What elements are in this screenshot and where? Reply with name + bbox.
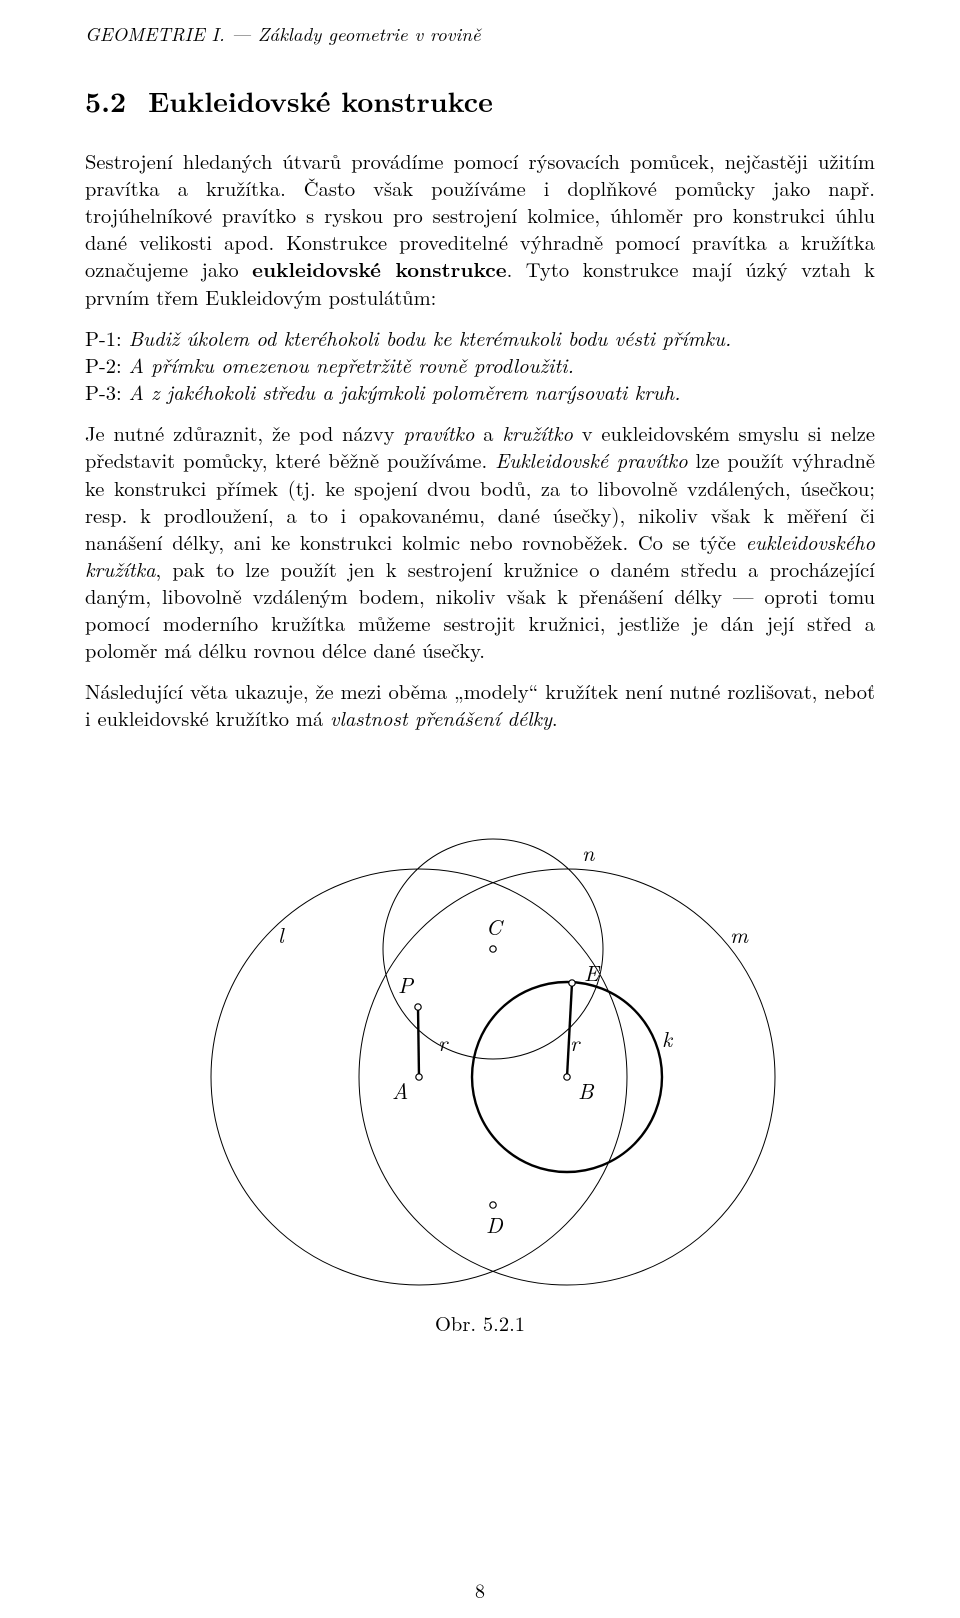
para3-term-vlastnost: vlastnost přenášení délky [330,703,552,732]
para2-a: Je nutné zdůraznit, že pod názvy [85,418,403,447]
section-heading: 5.2 Eukleidovské konstrukce [85,81,875,121]
paragraph-1: Sestrojení hledaných útvarů provádíme po… [85,147,875,310]
page-number: 8 [0,1575,960,1604]
para2-term-pravitko: pravítko [403,418,474,447]
postulate-1: P-1: Budiž úkolem od kteréhokoli bodu ke… [85,324,875,351]
postulate-list: P-1: Budiž úkolem od kteréhokoli bodu ke… [85,324,875,405]
para2-i: , pak to lze použít jen k sestrojení kru… [85,554,875,664]
svg-text:r: r [438,1027,449,1058]
svg-text:P: P [398,969,415,1000]
postulate-2-text: A přímku omezenou nepřetržitě rovně prod… [129,350,574,379]
svg-text:E: E [584,957,601,988]
section-number: 5.2 [85,81,126,121]
paragraph-2: Je nutné zdůraznit, že pod názvy pravítk… [85,419,875,662]
svg-text:B: B [578,1075,595,1106]
svg-text:n: n [582,837,595,868]
para2-term-eukl-pravitko: Eukleidovské pravítko [495,445,687,474]
postulate-3-lead: P-3: [85,377,129,406]
figure-5-2-1: l m n k A B C D P Er r Obr. 5.2.1 [85,749,875,1337]
figure-svg: l m n k A B C D P Er r [170,749,790,1289]
postulate-2: P-2: A přímku omezenou nepřetržitě rovně… [85,351,875,378]
postulate-3-text: A z jakéhokoli středu a jakýmkoli polomě… [129,377,681,406]
svg-text:k: k [662,1023,674,1054]
svg-text:A: A [392,1075,408,1106]
svg-text:r: r [570,1027,581,1058]
para2-c: a [474,418,502,447]
para1-term-eukl: eukleidovské konstrukce [252,255,506,284]
postulate-1-text: Budiž úkolem od kteréhokoli bodu ke kter… [129,323,732,352]
para2-term-kruzitko: kružítko [502,418,572,447]
svg-text:C: C [486,911,504,942]
postulate-3: P-3: A z jakéhokoli středu a jakýmkoli p… [85,378,875,405]
section-title: Eukleidovské konstrukce [148,81,493,121]
running-head: GEOMETRIE I. — Základy geometrie v rovin… [85,20,875,47]
postulate-2-lead: P-2: [85,350,129,379]
svg-text:l: l [278,919,285,950]
svg-text:m: m [730,919,749,950]
paragraph-3: Následující věta ukazuje, že mezi oběma … [85,677,875,731]
postulate-1-lead: P-1: [85,323,129,352]
para3-c: . [552,703,558,732]
svg-text:D: D [486,1209,504,1240]
figure-caption: Obr. 5.2.1 [85,1308,875,1337]
